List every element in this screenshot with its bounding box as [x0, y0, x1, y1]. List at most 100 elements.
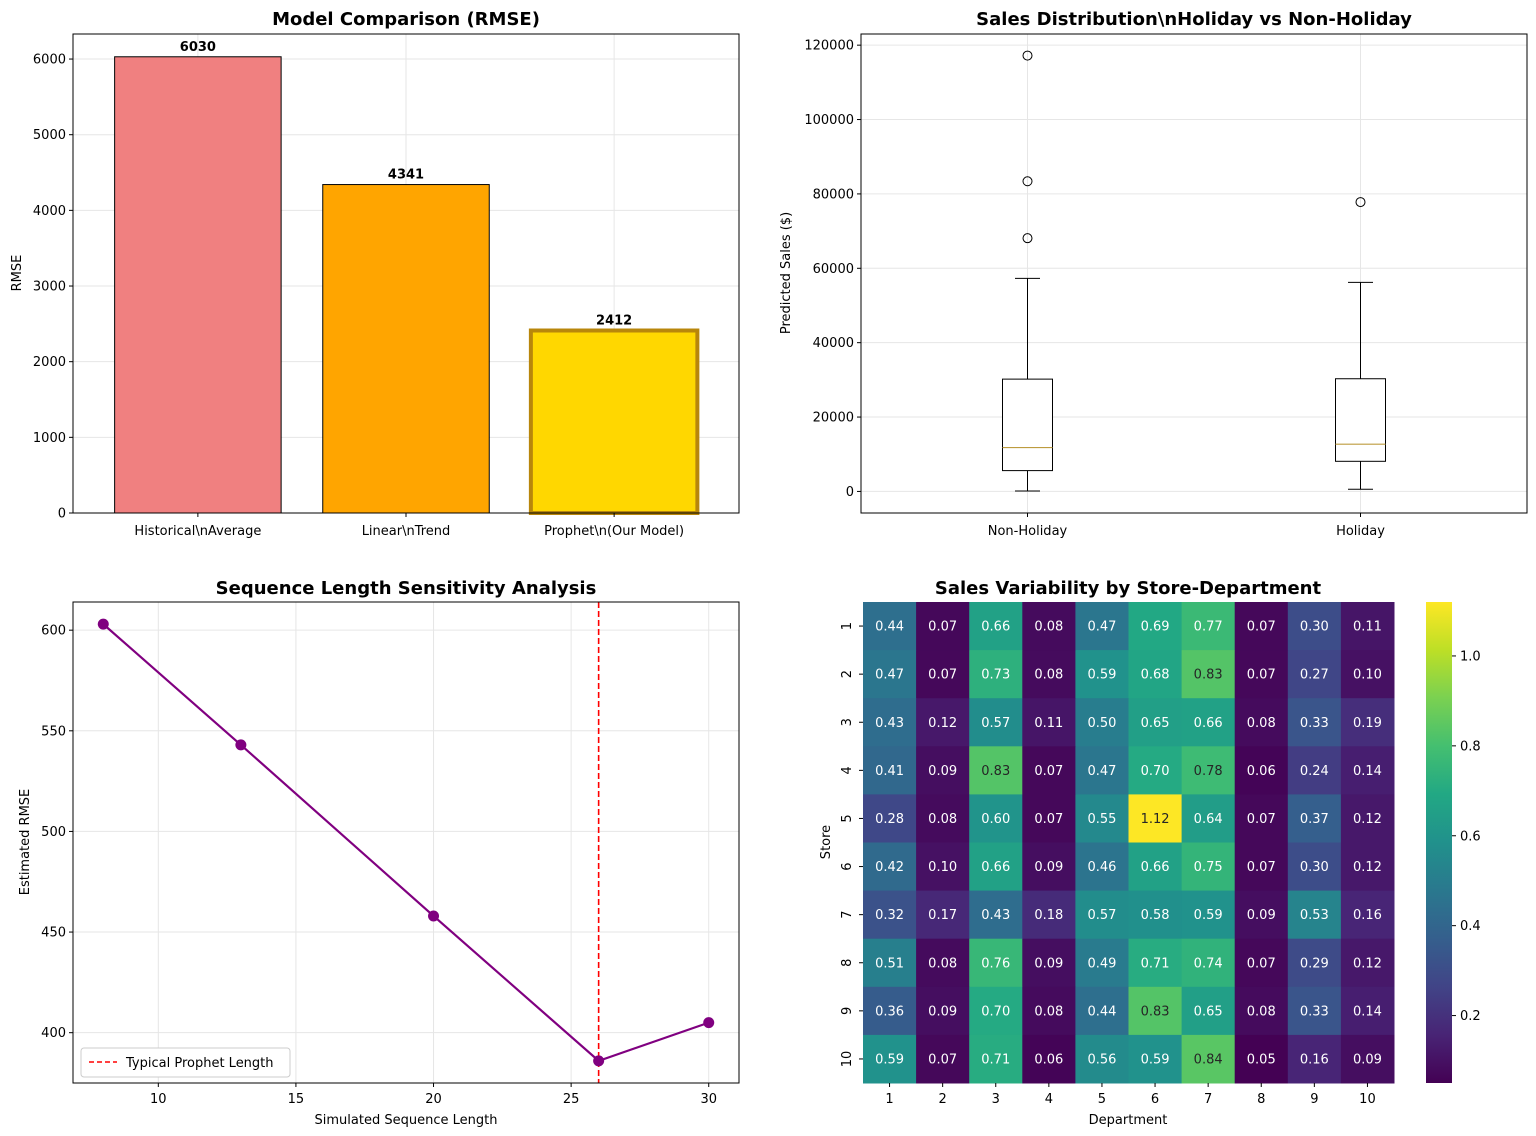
heatmap-cell-value: 0.12: [1353, 860, 1382, 875]
heatmap-cell: [1181, 842, 1236, 892]
heatmap-cell-value: 0.53: [1300, 908, 1329, 923]
heatmap-cell-value: 0.24: [1300, 764, 1329, 779]
heatmap-cell-value: 0.47: [1087, 764, 1116, 779]
heatmap-cell-value: 0.28: [875, 812, 904, 827]
heatmap-cell-value: 0.06: [1247, 764, 1276, 779]
heatmap-title: Sales Variability by Store-Department: [935, 578, 1322, 599]
x-tick-label: 15: [288, 1092, 305, 1107]
heatmap-cell-value: 0.70: [981, 1004, 1010, 1019]
heatmap-cell-value: 0.30: [1300, 860, 1329, 875]
heatmap-cell-value: 0.71: [1141, 956, 1170, 971]
heatmap-cell: [1075, 1034, 1129, 1084]
heatmap-cell: [1287, 1034, 1342, 1084]
y-tick-label: 20000: [813, 411, 854, 426]
y-tick-label: 2000: [33, 355, 66, 370]
rmse-series-line: [102, 623, 710, 1063]
heatmap-cell: [1128, 746, 1183, 795]
heatmap-cell: [1340, 890, 1395, 940]
heatmap-cell-value: 0.83: [981, 764, 1010, 779]
y-tick-label: 9: [840, 1007, 855, 1015]
heatmap-cell-value: 0.56: [1087, 1052, 1116, 1067]
heatmap-cell-value: 0.07: [1247, 956, 1276, 971]
heatmap-cell: [1340, 986, 1395, 1036]
x-tick-label: 2: [939, 1092, 947, 1107]
y-tick-label: 40000: [813, 336, 854, 351]
y-tick-label: 100000: [804, 113, 854, 128]
x-tick-label: 10: [150, 1092, 167, 1107]
colorbar-tick-label: 0.6: [1460, 829, 1481, 844]
heatmap-cell-value: 0.66: [981, 620, 1010, 635]
rmse-point: [235, 739, 247, 751]
heatmap-cell-value: 0.14: [1353, 764, 1382, 779]
heatmap-cell: [1181, 698, 1236, 747]
heatmap-cell-value: 0.11: [1034, 716, 1063, 731]
rmse-point: [703, 1017, 715, 1029]
heatmap-cell-value: 0.27: [1300, 668, 1329, 683]
heatmap-cell: [969, 698, 1023, 747]
y-tick-label: 450: [41, 926, 66, 941]
heatmap-cell-value: 0.69: [1141, 620, 1170, 635]
bar-value-label: 2412: [596, 314, 632, 329]
heatmap-cell-value: 0.09: [928, 1004, 957, 1019]
box-plot-title: Sales Distribution\nHoliday vs Non-Holid…: [976, 9, 1412, 30]
heatmap-cell-value: 0.65: [1141, 716, 1170, 731]
heatmap-cell-value: 0.44: [875, 620, 904, 635]
heatmap-cell: [1075, 698, 1129, 747]
heatmap-cell-value: 0.08: [928, 956, 957, 971]
y-tick-label: 3: [840, 718, 855, 726]
rmse-point: [97, 618, 109, 630]
line-chart-y-label: Estimated RMSE: [18, 789, 33, 896]
y-tick-label: 0: [58, 507, 66, 522]
heatmap-cell-value: 0.09: [1353, 1052, 1382, 1067]
heatmap-cell: [1287, 650, 1342, 699]
heatmap-cell: [916, 938, 970, 988]
legend-box: [80, 1047, 291, 1078]
heatmap-cell: [916, 746, 970, 795]
heatmap-cell: [1128, 602, 1183, 651]
heatmap-cell-value: 0.12: [928, 716, 957, 731]
line-chart-panel: Sequence Length Sensitivity Analysis 400…: [18, 578, 740, 1128]
heatmap-cell-value: 0.07: [928, 668, 957, 683]
y-tick-label: 120000: [804, 39, 854, 54]
heatmap-cell: [1287, 842, 1342, 892]
line-chart-title: Sequence Length Sensitivity Analysis: [216, 578, 597, 599]
heatmap-cell: [969, 1034, 1023, 1084]
heatmap-cell-value: 0.07: [1247, 668, 1276, 683]
heatmap-cell: [1287, 890, 1342, 940]
y-tick-label: 2: [840, 670, 855, 678]
heatmap-cell: [916, 1034, 970, 1084]
colorbar-tick-label: 0.2: [1460, 1009, 1481, 1024]
bar-value-label: 4341: [388, 168, 424, 183]
heatmap-cell-value: 0.33: [1300, 716, 1329, 731]
heatmap-cell: [863, 698, 917, 747]
heatmap-cell: [969, 650, 1023, 699]
heatmap-cell-value: 0.43: [875, 716, 904, 731]
heatmap-cell: [1234, 890, 1289, 940]
x-tick-label: 10: [1359, 1092, 1376, 1107]
heatmap-cell: [863, 986, 917, 1036]
x-tick-label: 30: [700, 1092, 717, 1107]
heatmap-cell: [1287, 938, 1342, 988]
x-tick-label: 20: [425, 1092, 442, 1107]
heatmap-cell-value: 0.08: [1034, 1004, 1063, 1019]
heatmap-cell-value: 0.55: [1087, 812, 1116, 827]
x-tick-label: 3: [992, 1092, 1000, 1107]
heatmap-cell: [1181, 986, 1236, 1036]
heatmap-cell-value: 0.07: [1247, 812, 1276, 827]
heatmap-cell: [1234, 794, 1289, 843]
outlier-point: [1022, 233, 1033, 244]
heatmap-cell-value: 0.14: [1353, 1004, 1382, 1019]
heatmap-cell: [863, 746, 917, 795]
y-tick-label: 6: [840, 862, 855, 870]
heatmap-cell-value: 0.30: [1300, 620, 1329, 635]
y-tick-label: 4: [840, 766, 855, 774]
heatmap-cell-value: 0.42: [875, 860, 904, 875]
x-tick-label: 5: [1098, 1092, 1106, 1107]
heatmap-cell: [1181, 1034, 1236, 1084]
y-tick-label: 1000: [33, 431, 66, 446]
box-non-holiday: [1002, 50, 1053, 492]
heatmap-cell-value: 0.07: [1247, 620, 1276, 635]
heatmap-cell: [916, 842, 970, 892]
heatmap-cell-value: 0.83: [1194, 668, 1223, 683]
heatmap-cell-value: 0.60: [981, 812, 1010, 827]
